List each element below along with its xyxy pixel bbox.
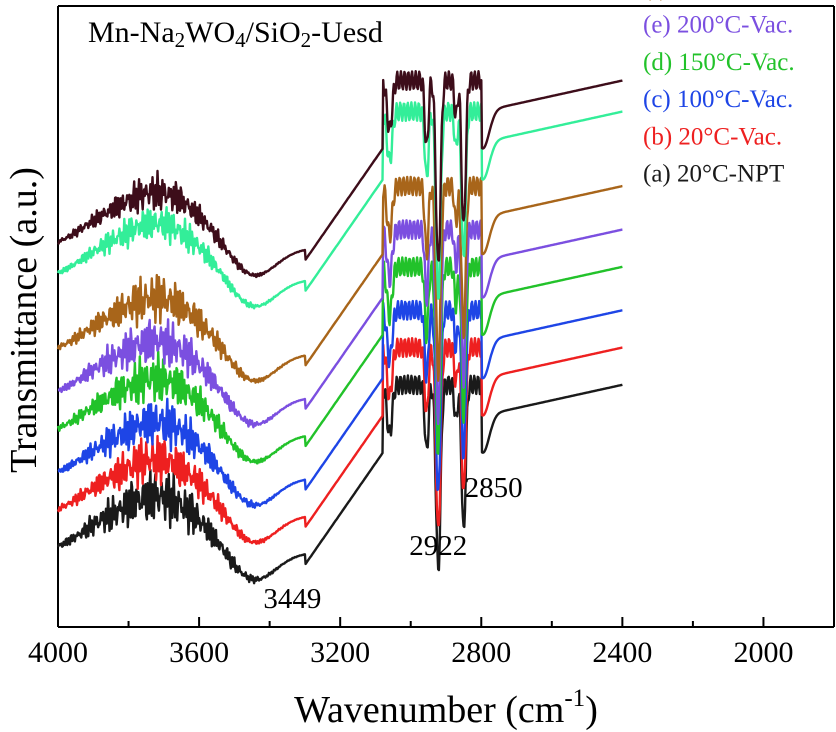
title-sub-3: 2 [301,28,312,52]
x-axis-title-close: ) [585,689,598,731]
legend: (a) 20°C-NPT (b) 20°C-Vac. (c) 100°C-Vac. (… [643,0,795,188]
plot-frame [57,5,835,628]
x-tick-label: 2800 [451,636,511,669]
x-axis-title-main: Wavenumber (cm [294,689,564,731]
y-axis-title: Transmittance (a.u.) [3,167,45,473]
x-axis-title: Wavenumber (cm-1) [294,685,598,731]
series-line-e [57,219,623,429]
title-part-1: Mn-Na [88,16,175,49]
series-line-a [56,374,623,585]
x-tick-label: 2400 [592,636,652,669]
title-part-2: WO [185,16,235,49]
legend-entry-a: (a) 20°C-NPT [643,161,784,188]
chart-title: Mn-Na2WO4/SiO2-Uesd [88,16,383,52]
title-part-4: -Uesd [311,16,383,49]
peak-annotations: 3449 2922 2850 [263,472,522,615]
series-layer [56,70,623,585]
x-ticks: 4000 3600 3200 2800 2400 2000 [28,617,835,669]
legend-entry-e: (e) 200°C-Vac. [643,12,793,39]
x-tick-label: 3600 [169,636,229,669]
x-axis-title-sup: -1 [564,685,585,712]
series-line-c [57,299,623,509]
series-line-b [56,337,623,545]
series-line-g [56,101,623,310]
title-sub-2: 4 [235,28,246,52]
series-line-d [56,256,623,465]
legend-entry-c: (c) 100°C-Vac. [643,86,793,113]
legend-entry-d: (d) 150°C-Vac. [643,49,795,76]
series-line-f [56,175,623,384]
peak-label-3449: 3449 [263,583,321,615]
legend-entry-f: (f) 300°C-Vac. [643,0,790,1]
x-tick-label: 2000 [733,636,793,669]
peak-label-2850: 2850 [465,472,523,504]
legend-entry-b: (b) 20°C-Vac. [643,123,782,150]
series-line-h [57,70,623,279]
x-tick-label: 4000 [28,636,88,669]
peak-label-2922: 2922 [409,530,467,562]
title-sub-1: 2 [175,28,186,52]
title-part-3: /SiO [246,16,301,49]
x-tick-label: 3200 [310,636,370,669]
